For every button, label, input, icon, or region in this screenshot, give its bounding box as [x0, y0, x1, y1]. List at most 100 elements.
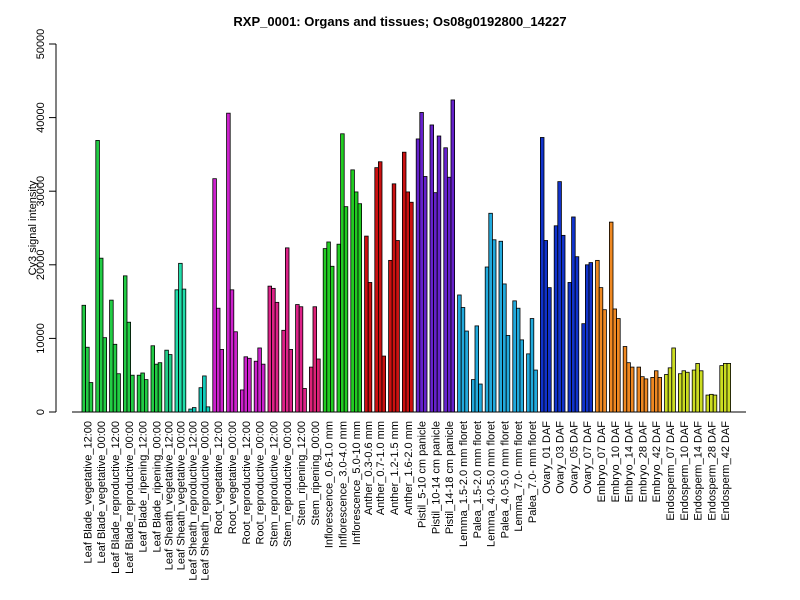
- bar: [574, 256, 580, 413]
- bar: [685, 371, 690, 413]
- bar: [239, 389, 245, 413]
- bar: [388, 259, 393, 413]
- x-tick-label: Ovary_05 DAF: [568, 421, 580, 494]
- x-tick-label: Stem_reproductive_00:00: [282, 421, 294, 547]
- bar: [215, 307, 221, 413]
- bar: [712, 394, 718, 413]
- bar: [419, 112, 424, 413]
- bar: [650, 377, 655, 413]
- bar: [498, 240, 503, 413]
- x-tick-label: Leaf Blade_vegetative_00:00: [96, 421, 108, 564]
- bar: [723, 363, 728, 413]
- chart-title: RXP_0001: Organs and tissues; Os08g01928…: [233, 14, 566, 29]
- x-tick-label: Inflorescence_0.6-1.0 mm: [324, 421, 336, 548]
- bar: [271, 287, 276, 413]
- bar: [181, 288, 187, 413]
- bar: [253, 360, 259, 413]
- bar: [695, 363, 700, 413]
- bar: [681, 370, 686, 413]
- bar: [154, 363, 159, 413]
- bar: [429, 124, 434, 413]
- bar: [519, 339, 524, 413]
- x-tick-label: Lemma_1.5-2.0 mm floret: [458, 421, 470, 547]
- bar: [377, 161, 383, 413]
- bar: [112, 343, 118, 413]
- bar: [322, 248, 328, 413]
- x-tick-label: Stem_reproductive_12:00: [268, 421, 280, 547]
- bar: [336, 243, 341, 413]
- bar: [136, 374, 142, 413]
- bar: [205, 406, 211, 413]
- x-tick-label: Anther_0.3-0.6 mm: [363, 421, 375, 515]
- bar: [491, 239, 497, 413]
- x-tick-label: Leaf Sheath_vegetative_00:00: [175, 421, 187, 570]
- bar: [395, 240, 400, 413]
- x-tick-label: Endosperm_42 DAF: [720, 421, 732, 521]
- bar: [102, 337, 107, 413]
- x-tick-label: Anther_0.7-1.0 mm: [375, 421, 387, 515]
- bar: [443, 147, 448, 413]
- bar: [630, 366, 635, 413]
- bar: [340, 133, 345, 413]
- y-tick-label: 20000: [35, 250, 47, 281]
- x-tick-label: Leaf Blade_reproductive_12:00: [110, 421, 122, 574]
- bar: [143, 379, 149, 413]
- bar: [99, 257, 104, 413]
- bar: [526, 353, 531, 413]
- bar: [229, 289, 235, 413]
- x-tick-label: Leaf Blade_reproductive_00:00: [124, 421, 136, 574]
- bar: [667, 367, 673, 413]
- bar: [415, 138, 421, 413]
- x-tick-label: Leaf Blade_vegetative_12:00: [82, 421, 94, 564]
- bar: [474, 325, 479, 413]
- bar: [567, 282, 572, 413]
- bar: [512, 300, 517, 413]
- x-tick-label: Pistil_10-14 cm panicle: [430, 421, 442, 534]
- bar: [561, 234, 566, 413]
- bar: [374, 167, 379, 413]
- bar: [178, 262, 183, 413]
- bar: [643, 378, 649, 413]
- bar: [553, 225, 559, 413]
- x-tick-label: Palea_7.0- mm floret: [527, 421, 539, 523]
- bar: [243, 356, 248, 413]
- bar: [109, 299, 114, 413]
- bar: [298, 306, 304, 413]
- x-tick-label: Pistil_14-18 cm panicle: [444, 421, 456, 534]
- bar: [457, 294, 462, 413]
- x-tick-label: Stem_ripening_00:00: [310, 421, 322, 526]
- y-tick-label: 40000: [35, 102, 47, 133]
- bar: [316, 358, 321, 413]
- bar: [516, 307, 521, 413]
- bar: [123, 275, 128, 413]
- bar: [226, 112, 231, 413]
- bar: [450, 99, 455, 413]
- bar: [219, 349, 224, 413]
- bar: [699, 370, 704, 413]
- bar: [602, 309, 607, 413]
- x-tick-label: Ovary_07 DAF: [582, 421, 594, 494]
- bar: [664, 374, 669, 413]
- bar: [588, 262, 593, 413]
- bar: [308, 366, 314, 413]
- bar: [409, 201, 414, 413]
- bar: [529, 318, 535, 413]
- bar: [622, 346, 628, 413]
- x-tick-label: Pistil_5-10 cm panicle: [417, 421, 429, 528]
- x-tick-label: Endosperm_28 DAF: [706, 421, 718, 521]
- bar: [609, 221, 614, 413]
- bar: [95, 140, 100, 413]
- bar: [636, 366, 641, 413]
- x-tick-label: Endosperm_07 DAF: [665, 421, 677, 521]
- bar: [247, 357, 252, 413]
- x-tick-label: Leaf Blade_ripening_12:00: [138, 421, 150, 553]
- bar: [274, 301, 280, 413]
- bar: [295, 304, 300, 413]
- bar: [350, 169, 355, 413]
- bar: [626, 362, 631, 413]
- bar: [470, 379, 476, 413]
- bar: [547, 287, 552, 413]
- bar: [595, 259, 600, 413]
- bar: [598, 287, 604, 413]
